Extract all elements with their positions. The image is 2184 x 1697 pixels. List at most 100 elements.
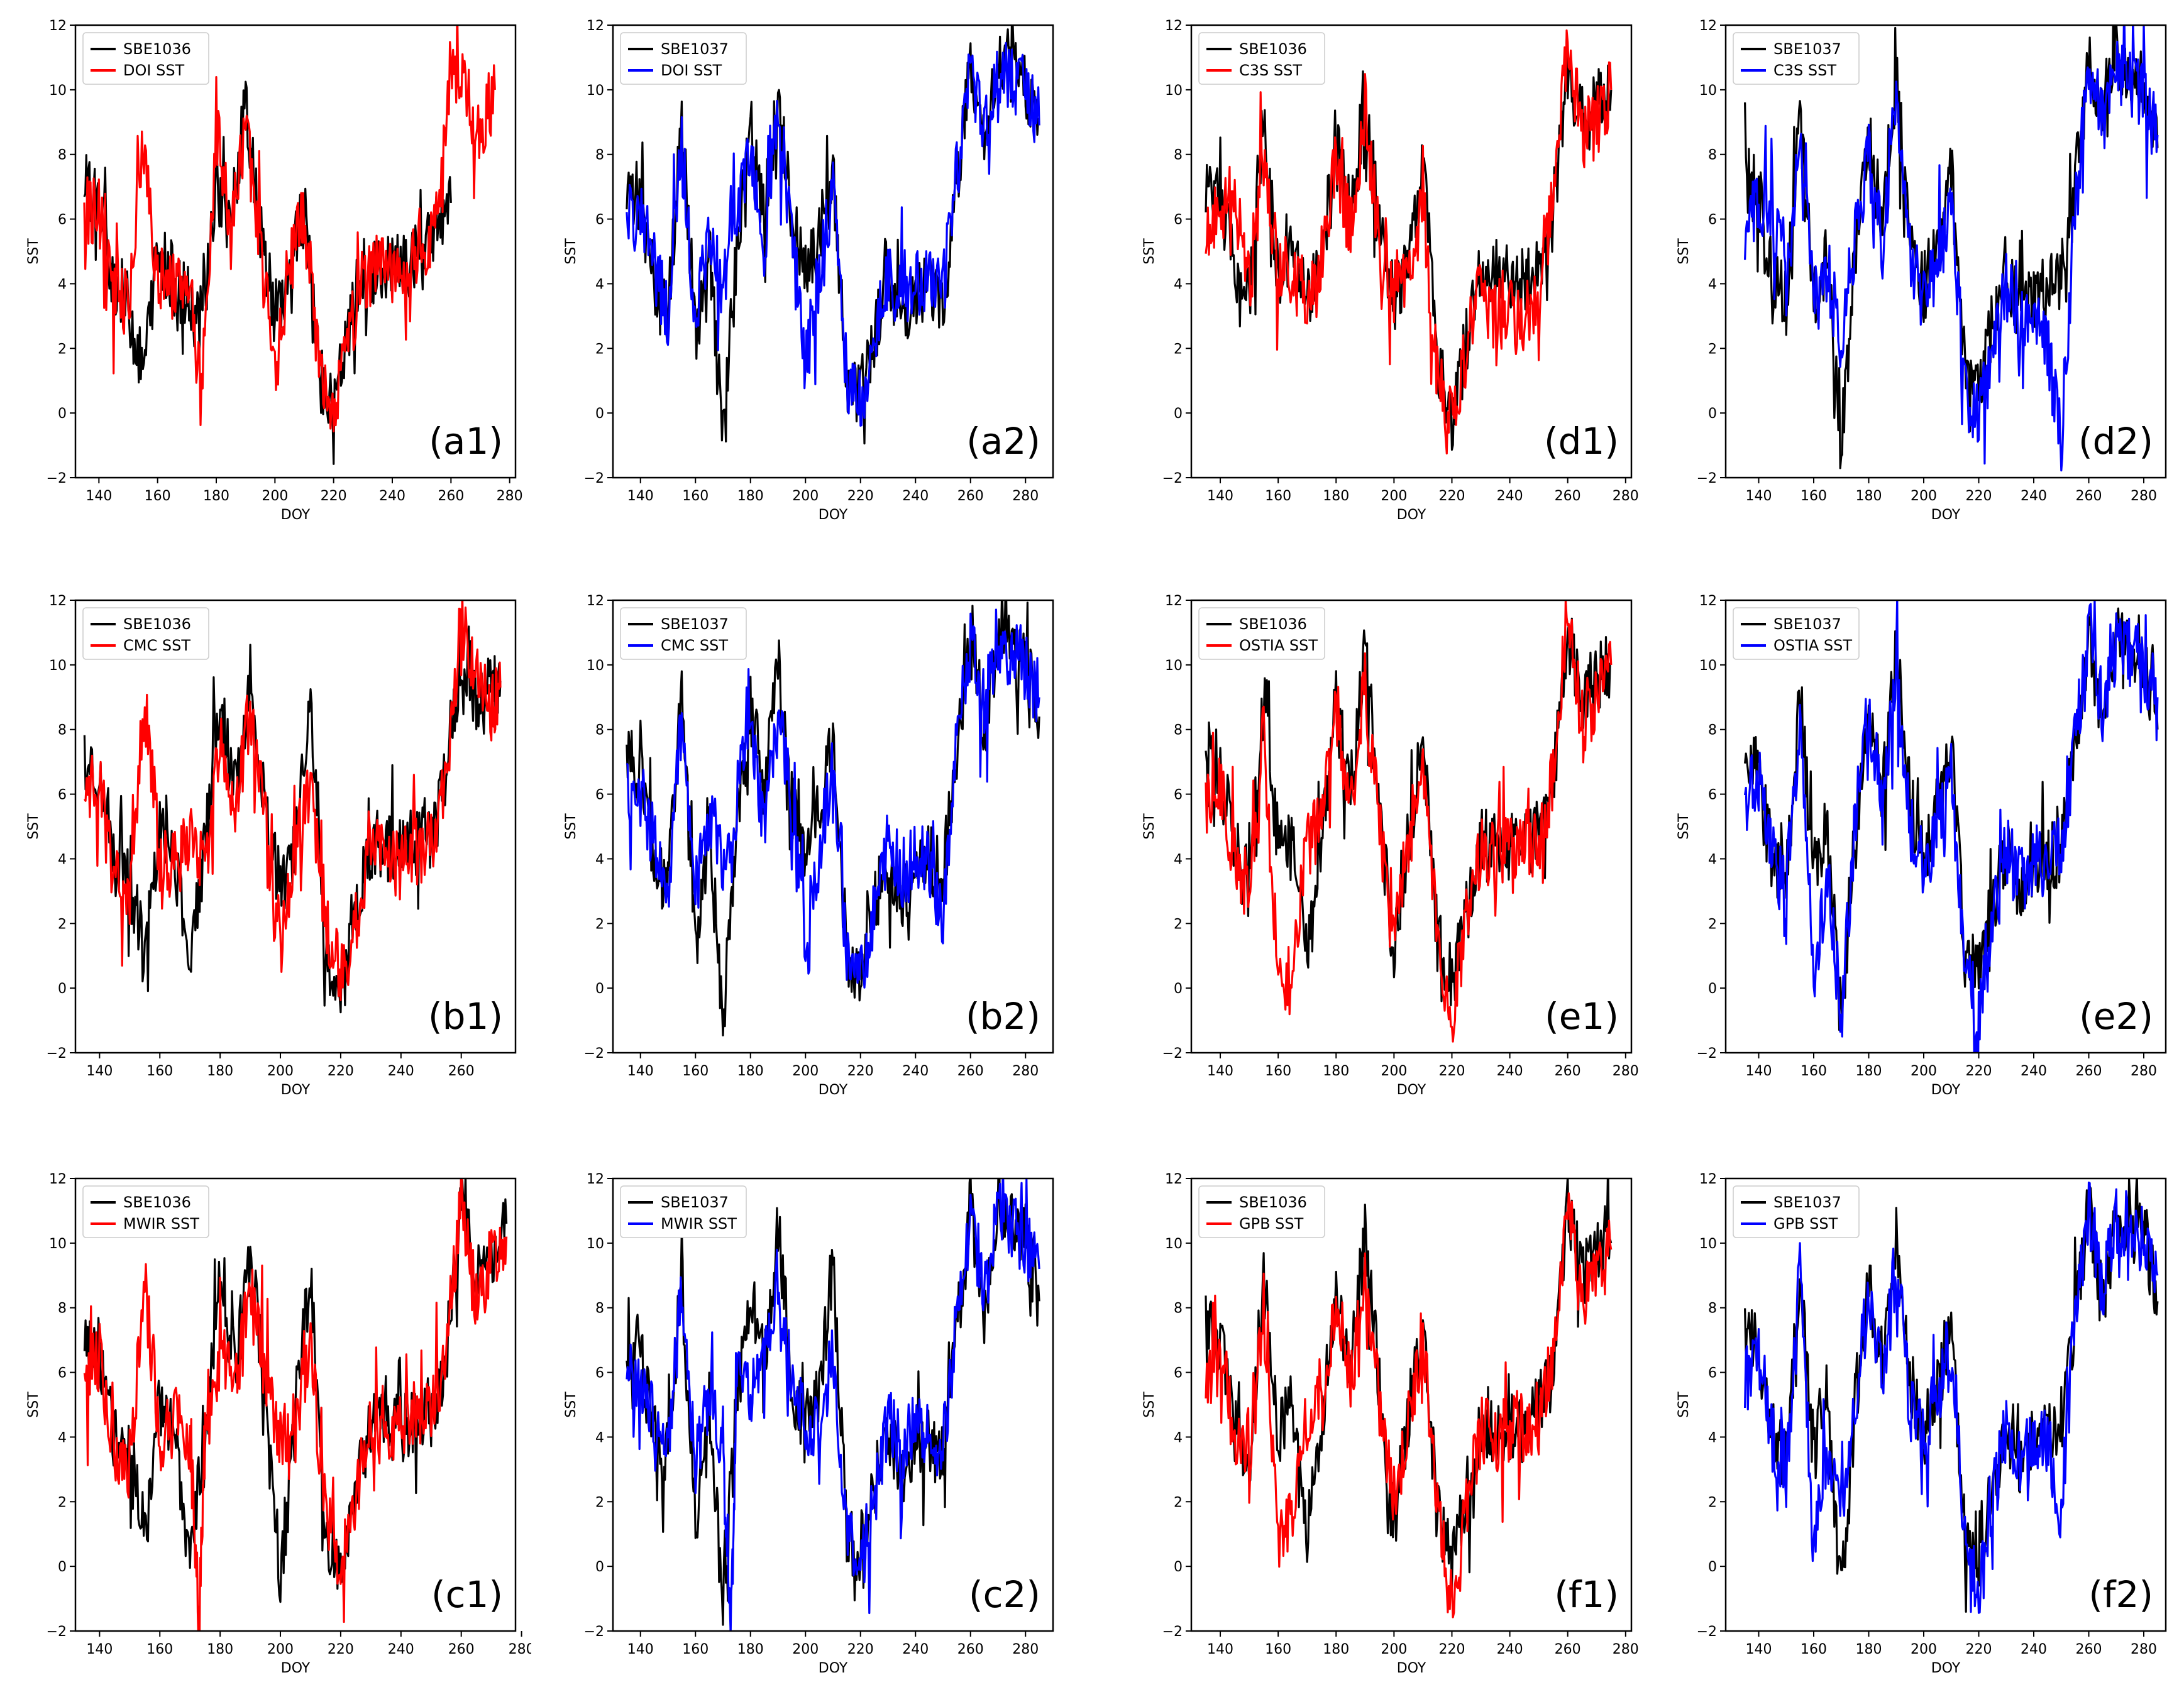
y-axis-label: SST <box>563 238 579 265</box>
series-line-sbe1036 <box>83 1178 508 1603</box>
y-tick-label: 4 <box>58 277 67 292</box>
series-line-cmc-sst <box>626 608 1040 989</box>
y-tick-label: 0 <box>58 406 67 422</box>
x-tick-label: 240 <box>1497 1642 1523 1657</box>
chart-panel-a1: 140 160 180 200 220 240 260 280 −2 0 2 4 6 8 10 12 DOY SS… <box>26 18 523 523</box>
y-tick-label: 6 <box>58 788 67 803</box>
panel-label: (b2) <box>966 995 1040 1038</box>
legend-entry: SBE1036 <box>1239 615 1307 633</box>
series-line-c3s-sst <box>1744 25 2159 472</box>
y-tick-label: 0 <box>58 1559 67 1575</box>
x-tick-label: 140 <box>627 1642 654 1657</box>
y-tick-label: 10 <box>1165 83 1183 99</box>
chart-panel-b1: 140 160 180 200 220 240 260 −2 0 2 4 6 8 10 12 DOY SST SB… <box>26 593 517 1098</box>
y-tick-label: 12 <box>1699 18 1717 34</box>
x-tick-label: 160 <box>1265 488 1291 504</box>
x-tick-label: 140 <box>1207 1642 1233 1657</box>
y-tick-label: 8 <box>58 723 67 739</box>
x-tick-label: 180 <box>737 1642 764 1657</box>
series-line-cmc-sst <box>84 600 502 1001</box>
y-axis-label: SST <box>1676 813 1692 840</box>
x-tick-label: 240 <box>2021 488 2047 504</box>
y-axis-label: SST <box>1142 813 1157 840</box>
x-tick-label: 160 <box>146 1642 173 1657</box>
legend-entry: CMC SST <box>661 637 728 654</box>
y-tick-label: 0 <box>1174 981 1183 997</box>
series-group <box>1205 29 1613 455</box>
x-tick-label: 240 <box>2021 1642 2047 1657</box>
x-tick-label: 280 <box>2131 1642 2157 1657</box>
x-tick-label: 260 <box>1555 1063 1581 1079</box>
series-group <box>1744 25 2159 472</box>
y-tick-label: 10 <box>1165 1236 1183 1252</box>
y-axis-label: SST <box>26 813 41 840</box>
x-tick-label: 140 <box>627 488 654 504</box>
x-tick-label: 240 <box>388 1642 414 1657</box>
series-group <box>1744 600 2159 1053</box>
y-tick-label: −2 <box>584 1624 604 1640</box>
series-line-doi-sst <box>83 25 496 432</box>
y-tick-label: 2 <box>1708 916 1717 932</box>
series-line-sbe1036 <box>1205 38 1613 451</box>
y-axis-label: SST <box>1142 238 1157 265</box>
y-tick-label: −2 <box>47 1046 67 1062</box>
series-group <box>626 1178 1040 1631</box>
panel-label: (b1) <box>428 995 503 1038</box>
x-tick-label: 140 <box>1746 1063 1772 1079</box>
y-tick-label: 6 <box>595 1366 604 1381</box>
legend-entry: SBE1037 <box>661 615 729 633</box>
legend-entry: CMC SST <box>123 637 190 654</box>
x-axis-label: DOY <box>819 1661 848 1676</box>
x-tick-label: 220 <box>328 1063 354 1079</box>
x-tick-label: 260 <box>2076 1642 2102 1657</box>
x-tick-label: 200 <box>1911 488 1937 504</box>
legend-entry: SBE1037 <box>1773 40 1841 58</box>
x-axis-label: DOY <box>281 1661 311 1676</box>
y-tick-label: 6 <box>595 212 604 228</box>
legend: SBE1036 C3S SST <box>1198 32 1325 85</box>
y-tick-label: −2 <box>1162 1624 1183 1640</box>
chart-panel-e1: 140 160 180 200 220 240 260 280 −2 0 2 4 6 8 10 12 DOY SS… <box>1142 593 1639 1098</box>
panel-label: (a1) <box>429 420 503 463</box>
axes-frame <box>74 599 517 1054</box>
legend-entry: GPB SST <box>1239 1215 1304 1233</box>
panel-label: (e2) <box>2079 995 2153 1038</box>
x-axis-label: DOY <box>281 1082 311 1098</box>
x-tick-label: 220 <box>847 1642 874 1657</box>
y-tick-label: −2 <box>1162 471 1183 486</box>
legend-entry: C3S SST <box>1239 62 1302 79</box>
legend: SBE1036 CMC SST <box>82 607 209 660</box>
legend: SBE1036 GPB SST <box>1198 1185 1325 1238</box>
x-tick-label: 140 <box>1207 1063 1233 1079</box>
x-tick-label: 220 <box>847 488 874 504</box>
x-tick-label: 200 <box>262 488 288 504</box>
y-tick-label: 4 <box>1174 1430 1183 1446</box>
panel-label: (d1) <box>1544 420 1619 463</box>
y-tick-label: 12 <box>1165 593 1183 609</box>
y-tick-label: 6 <box>1174 212 1183 228</box>
y-tick-label: 8 <box>595 148 604 163</box>
panel-label: (f2) <box>2088 1573 2153 1616</box>
series-group <box>1205 1178 1613 1618</box>
y-tick-label: 12 <box>587 593 604 609</box>
x-axis-label: DOY <box>1931 507 1961 523</box>
axes-frame <box>612 24 1054 479</box>
legend-entry: MWIR SST <box>123 1215 199 1233</box>
x-tick-label: 260 <box>448 1063 475 1079</box>
y-tick-label: 8 <box>1174 148 1183 163</box>
panel-label: (e1) <box>1545 995 1619 1038</box>
y-tick-label: 2 <box>1174 341 1183 357</box>
x-tick-label: 160 <box>145 488 171 504</box>
axes-frame <box>1190 24 1633 479</box>
x-tick-label: 280 <box>1012 1063 1039 1079</box>
x-tick-label: 220 <box>1438 488 1465 504</box>
x-tick-label: 180 <box>207 1642 233 1657</box>
series-group <box>626 600 1040 1036</box>
y-tick-label: 12 <box>49 593 67 609</box>
x-axis-label: DOY <box>1931 1661 1961 1676</box>
x-tick-label: 200 <box>1381 1063 1407 1079</box>
y-tick-label: 6 <box>1174 1366 1183 1381</box>
y-tick-label: 2 <box>595 916 604 932</box>
axes-frame <box>1724 24 2167 479</box>
